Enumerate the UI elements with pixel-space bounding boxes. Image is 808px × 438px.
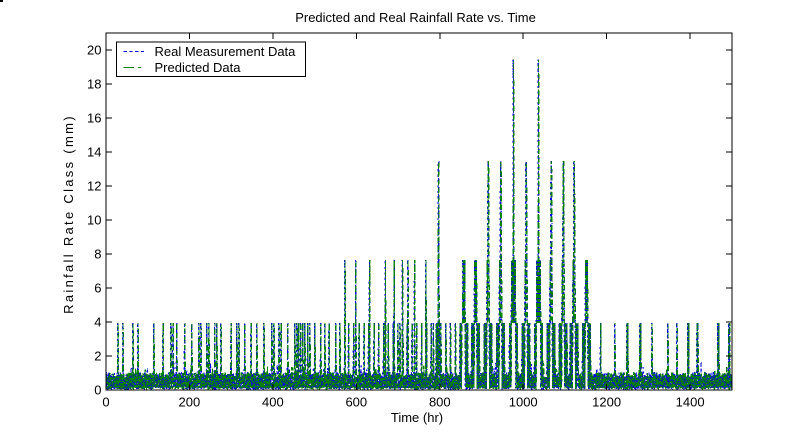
svg-text:1000: 1000: [509, 395, 538, 410]
svg-text:Rainfall Rate Class (mm): Rainfall Rate Class (mm): [61, 114, 76, 314]
svg-text:6: 6: [94, 281, 101, 296]
svg-text:Predicted Data: Predicted Data: [155, 60, 242, 75]
svg-text:200: 200: [179, 395, 201, 410]
svg-text:1400: 1400: [676, 395, 705, 410]
svg-text:20: 20: [87, 43, 101, 58]
svg-text:18: 18: [87, 77, 101, 92]
svg-text:Predicted and Real Rainfall Ra: Predicted and Real Rainfall Rate vs. Tim…: [295, 10, 536, 25]
svg-text:600: 600: [345, 395, 367, 410]
svg-text:400: 400: [262, 395, 284, 410]
svg-text:1200: 1200: [592, 395, 621, 410]
svg-text:4: 4: [94, 315, 101, 330]
svg-text:800: 800: [429, 395, 451, 410]
svg-text:14: 14: [87, 145, 101, 160]
svg-text:Real Measurement Data: Real Measurement Data: [155, 44, 297, 59]
svg-text:2: 2: [94, 349, 101, 364]
svg-text:0: 0: [102, 395, 109, 410]
svg-text:Time (hr): Time (hr): [391, 410, 443, 425]
svg-text:10: 10: [87, 213, 101, 228]
svg-text:16: 16: [87, 111, 101, 126]
svg-text:12: 12: [87, 179, 101, 194]
svg-text:8: 8: [94, 247, 101, 262]
svg-text:0: 0: [94, 383, 101, 398]
